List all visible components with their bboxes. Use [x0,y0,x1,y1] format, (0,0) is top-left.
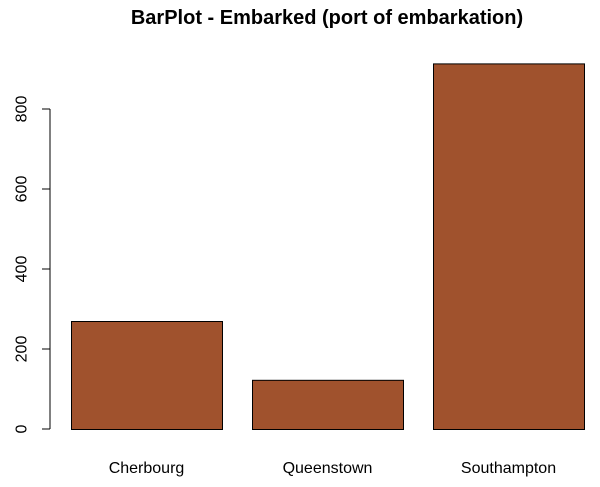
category-label-cherbourg: Cherbourg [109,460,185,477]
bar-cherbourg [71,321,223,430]
chart-title: BarPlot - Embarked (port of embarkation) [131,7,523,29]
y-tick-label: 200 [14,336,31,363]
y-axis: 0 200 400 600 800 [14,96,51,433]
category-label-queenstown: Queenstown [283,460,373,477]
bar-queenstown [252,379,404,430]
y-tick-label: 400 [14,256,31,283]
bar-southampton [433,63,585,431]
bars-group [71,63,585,431]
y-tick-label: 600 [14,176,31,203]
category-label-southampton: Southampton [461,460,556,477]
x-axis-labels: Cherbourg Queenstown Southampton [109,460,556,477]
y-tick-label: 0 [14,424,31,433]
y-tick-label: 800 [14,96,31,123]
